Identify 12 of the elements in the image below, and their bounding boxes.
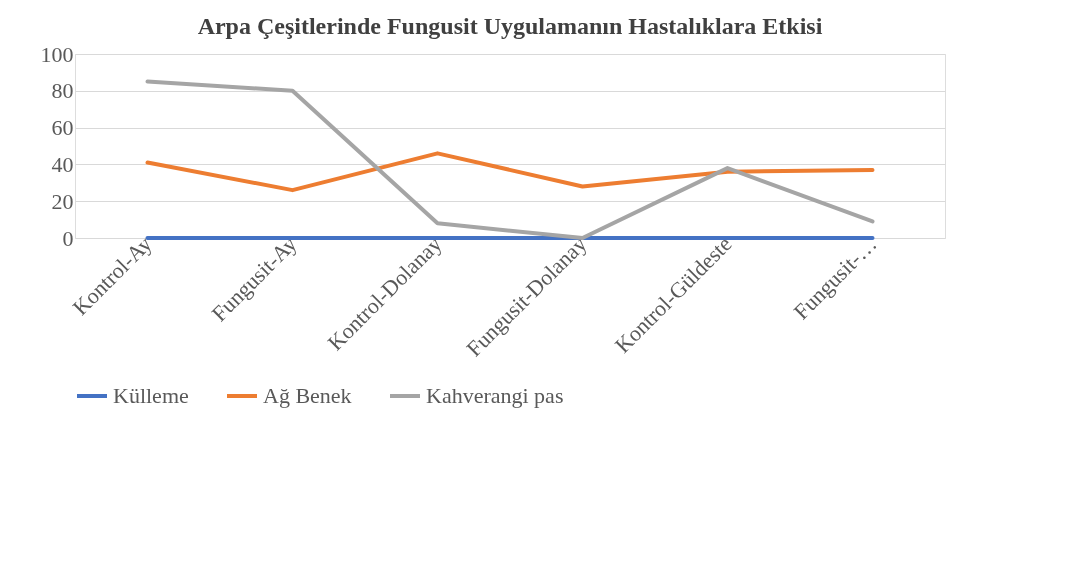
line-series <box>145 79 875 240</box>
y-tick-label: 40 <box>51 151 74 177</box>
line-series <box>145 151 875 193</box>
chart-title: Arpa Çeşitlerinde Fungusit Uygulamanın Hastalıklara Etkisi <box>197 13 823 39</box>
legend-label: Ağ Benek <box>263 383 352 408</box>
y-tick-label: 0 <box>62 225 74 251</box>
y-tick-label: 60 <box>51 115 74 141</box>
legend-label: Külleme <box>113 383 189 408</box>
legend-label: Kahverangi pas <box>426 383 564 408</box>
y-tick-label: 20 <box>51 188 74 214</box>
y-tick-label: 100 <box>40 41 74 67</box>
y-tick-label: 80 <box>51 78 74 104</box>
